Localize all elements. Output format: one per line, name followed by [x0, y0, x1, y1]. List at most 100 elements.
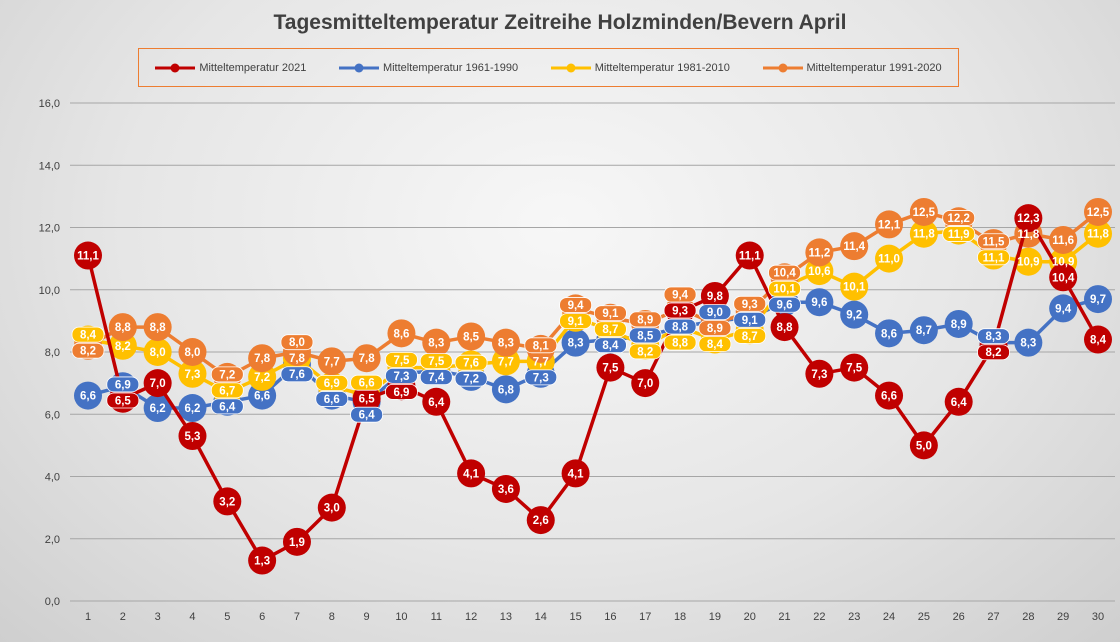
data-label: 9,1 — [742, 315, 759, 327]
x-tick-label: 21 — [778, 611, 790, 623]
data-point — [422, 328, 451, 357]
legend-label: Mitteltemperatur 2021 — [199, 61, 307, 74]
data-point — [143, 369, 172, 398]
legend-label: Mitteltemperatur 1981-2010 — [594, 61, 730, 74]
data-point — [248, 344, 277, 373]
data-label: 1,3 — [254, 556, 270, 568]
data-label: 11,0 — [878, 254, 900, 266]
data-point — [491, 375, 520, 404]
data-label: 8,9 — [951, 319, 967, 331]
data-label: 12,2 — [947, 213, 969, 225]
x-tick-label: 29 — [1057, 611, 1069, 623]
data-label: 8,4 — [602, 340, 619, 352]
data-point — [875, 210, 904, 239]
y-tick-label: 8,0 — [45, 347, 60, 359]
data-label-background — [210, 398, 244, 415]
data-label: 7,7 — [533, 356, 549, 368]
data-label: 7,3 — [811, 369, 827, 381]
data-label-background — [106, 376, 140, 393]
data-label-background — [942, 226, 976, 242]
data-point — [213, 487, 242, 516]
data-point — [805, 238, 834, 267]
x-tick-label: 3 — [155, 611, 161, 623]
data-label: 6,6 — [881, 391, 897, 403]
data-point — [178, 359, 207, 388]
data-label: 8,5 — [637, 330, 654, 342]
x-tick-label: 8 — [329, 611, 335, 623]
data-point — [909, 197, 938, 226]
data-label: 10,4 — [773, 268, 796, 280]
data-label: 8,4 — [80, 330, 97, 342]
data-label: 7,2 — [254, 372, 270, 384]
legend-marker-icon — [155, 63, 196, 72]
data-label: 8,7 — [602, 324, 618, 336]
data-label-background — [594, 321, 627, 338]
data-label-background — [419, 353, 453, 370]
data-label: 4,1 — [568, 468, 585, 480]
data-point — [1049, 294, 1078, 323]
data-point — [840, 300, 869, 329]
legend-marker-icon — [338, 63, 379, 72]
chart-title: Tagesmitteltemperatur Zeitreihe Holzmind… — [273, 11, 847, 34]
data-point — [700, 281, 729, 310]
data-point — [317, 493, 346, 522]
x-tick-label: 14 — [535, 611, 547, 623]
data-label: 9,4 — [672, 290, 689, 302]
data-label: 11,8 — [1087, 229, 1109, 241]
data-label: 7,0 — [150, 378, 166, 390]
data-label: 7,0 — [637, 378, 653, 390]
data-label: 6,9 — [393, 387, 409, 399]
data-point — [178, 422, 207, 451]
data-point — [1084, 285, 1112, 314]
data-label: 8,2 — [637, 346, 653, 358]
data-label: 6,9 — [115, 379, 131, 391]
data-label: 9,2 — [846, 310, 862, 322]
x-tick-label: 27 — [987, 611, 999, 623]
data-point — [74, 381, 102, 410]
data-point — [805, 288, 834, 317]
data-label: 6,2 — [150, 403, 166, 415]
data-label-background — [698, 336, 732, 353]
data-label: 8,2 — [115, 341, 131, 353]
data-label-background — [733, 295, 767, 312]
y-tick-label: 4,0 — [45, 472, 60, 484]
data-point — [282, 527, 311, 556]
data-point — [1014, 328, 1043, 357]
data-label: 9,0 — [707, 307, 723, 319]
data-label: 7,5 — [846, 363, 863, 375]
legend-entry: Mitteltemperatur 1961-1990 — [338, 62, 518, 74]
data-point — [909, 219, 938, 248]
data-point — [909, 431, 938, 460]
data-label: 3,0 — [324, 503, 340, 515]
data-label-background — [768, 280, 801, 297]
data-label: 8,3 — [568, 338, 584, 350]
data-label: 7,8 — [359, 353, 376, 365]
data-label-background — [698, 320, 732, 337]
data-label-background — [559, 297, 592, 313]
data-label-background — [628, 343, 662, 360]
data-label: 5,3 — [184, 431, 200, 443]
data-label: 8,4 — [1090, 335, 1107, 347]
data-point — [457, 322, 486, 351]
data-label: 9,4 — [568, 300, 585, 312]
data-label: 8,7 — [916, 325, 932, 337]
x-tick-label: 23 — [848, 611, 860, 623]
data-point — [178, 338, 207, 366]
data-label: 6,4 — [428, 397, 445, 409]
data-label: 8,0 — [150, 347, 166, 359]
data-point — [735, 241, 764, 270]
data-label: 8,9 — [707, 323, 723, 335]
data-point — [178, 394, 207, 423]
data-label-background — [977, 233, 1010, 250]
x-tick-label: 26 — [953, 611, 965, 623]
data-label: 8,5 — [463, 331, 480, 343]
x-tick-label: 11 — [431, 611, 442, 623]
data-label: 10,6 — [808, 266, 830, 278]
x-tick-label: 28 — [1022, 611, 1034, 623]
legend-entry: Mitteltemperatur 2021 — [155, 62, 306, 74]
x-tick-label: 6 — [259, 611, 265, 623]
y-tick-label: 12,0 — [39, 223, 60, 235]
data-label-background — [733, 311, 767, 328]
data-point — [944, 387, 973, 416]
